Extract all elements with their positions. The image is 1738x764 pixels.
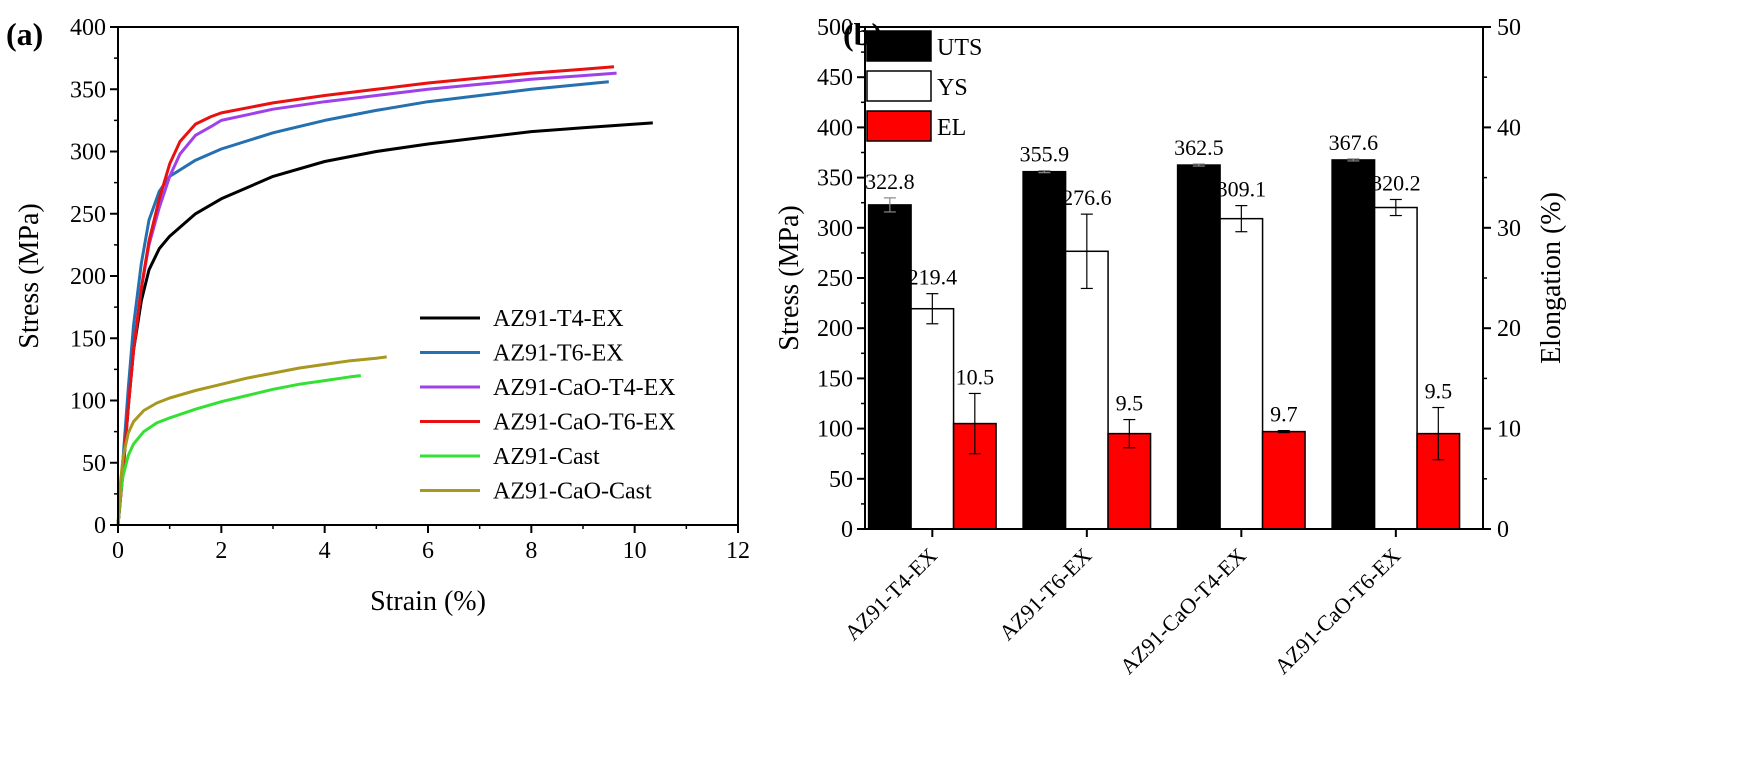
- stress-strain-chart: (a) 0 2 4 6 8 10 12 0 50 100 150 200 250 300 350 400 S…: [6, 15, 750, 617]
- y-axis: 0 50 100 150 200 250 300 350 400: [70, 15, 118, 539]
- x-axis: 0 2 4 6 8 10 12: [112, 525, 750, 564]
- x-tick-label: 2: [215, 538, 227, 564]
- x-tick-label: 12: [726, 538, 750, 564]
- legend-entry: UTS: [937, 35, 982, 61]
- category-label: AZ91-CaO-T6-EX: [1269, 543, 1405, 679]
- bar-uts: [1176, 164, 1221, 530]
- bar-el: [1261, 430, 1306, 530]
- data-label: 219.4: [908, 265, 958, 290]
- y2-tick-label: 10: [1497, 417, 1521, 443]
- y-tick-label: 0: [841, 517, 853, 543]
- data-label: 355.9: [1020, 142, 1070, 167]
- x-axis-label: Strain (%): [370, 586, 486, 617]
- data-label: 320.2: [1371, 170, 1421, 195]
- bar-ys: [1373, 206, 1418, 530]
- legend-swatch: [866, 30, 932, 62]
- category-label: AZ91-CaO-T4-EX: [1115, 543, 1251, 679]
- y2-tick-label: 30: [1497, 216, 1521, 242]
- data-label: 309.1: [1217, 177, 1267, 202]
- y-axis-label: Stress (MPa): [14, 203, 45, 348]
- data-label: 362.5: [1174, 135, 1224, 160]
- y-axis-right: 0 10 20 30 40 50: [1483, 15, 1521, 543]
- category-label: AZ91-T6-EX: [994, 543, 1096, 645]
- data-label: 322.8: [865, 169, 915, 194]
- legend-entry: EL: [937, 115, 966, 141]
- legend-entry: AZ91-T6-EX: [493, 341, 624, 367]
- y-tick-label: 150: [70, 326, 106, 352]
- panel-a-label: (a): [6, 16, 43, 52]
- y-tick-label: 300: [70, 140, 106, 166]
- data-label: 367.6: [1329, 130, 1379, 155]
- y2-tick-label: 20: [1497, 316, 1521, 342]
- category-label: AZ91-T4-EX: [840, 543, 942, 645]
- legend: UTS YS EL: [866, 30, 982, 142]
- legend-entry: AZ91-CaO-Cast: [493, 479, 652, 505]
- legend-swatch: [866, 70, 932, 102]
- bar-ys: [910, 307, 955, 530]
- legend-entry: YS: [937, 75, 968, 101]
- y-tick-label: 350: [70, 77, 106, 103]
- bar-ys: [1219, 217, 1264, 530]
- x-tick-label: 10: [623, 538, 647, 564]
- y-tick-label: 450: [817, 65, 853, 91]
- x-tick-label: 8: [525, 538, 537, 564]
- y-tick-label: 150: [817, 366, 853, 392]
- legend-entry: AZ91-Cast: [493, 444, 600, 470]
- bar-ys: [1064, 250, 1109, 530]
- x-axis: AZ91-T4-EX AZ91-T6-EX AZ91-CaO-T4-EX AZ91-C…: [840, 529, 1405, 679]
- curve-az91-cao-cast: [116, 355, 387, 526]
- curves: [116, 65, 653, 526]
- y-tick-label: 500: [817, 15, 853, 41]
- bar-el: [1107, 432, 1152, 530]
- y-tick-label: 400: [70, 15, 106, 41]
- legend-entry: AZ91-CaO-T6-EX: [493, 410, 676, 436]
- y2-tick-label: 50: [1497, 15, 1521, 41]
- y-tick-label: 400: [817, 115, 853, 141]
- data-label: 10.5: [956, 364, 995, 389]
- y-tick-label: 100: [70, 389, 106, 415]
- legend-entry: AZ91-CaO-T4-EX: [493, 375, 676, 401]
- y-tick-label: 250: [817, 266, 853, 292]
- data-label: 276.6: [1062, 185, 1112, 210]
- data-label: 9.5: [1425, 379, 1453, 404]
- bar-uts: [1022, 170, 1067, 530]
- x-tick-label: 6: [422, 538, 434, 564]
- legend: AZ91-T4-EX AZ91-T6-EX AZ91-CaO-T4-EX AZ91-C…: [420, 306, 676, 505]
- x-tick-label: 0: [112, 538, 124, 564]
- y-tick-label: 250: [70, 202, 106, 228]
- data-label: 9.7: [1270, 402, 1298, 427]
- data-label: 9.5: [1116, 391, 1144, 416]
- y-tick-label: 300: [817, 216, 853, 242]
- y-tick-label: 50: [82, 451, 106, 477]
- bars: 322.8 219.4 10.5 355.9 276.6 9.5 362.5 309.1 9.7…: [865, 130, 1461, 530]
- y2-tick-label: 40: [1497, 115, 1521, 141]
- bar-uts: [1331, 159, 1376, 530]
- y-tick-label: 200: [70, 264, 106, 290]
- mechanical-properties-chart: (b) 322.8219.410.5355.9276.69.5362.5309.…: [774, 15, 1567, 679]
- y-tick-label: 50: [829, 467, 853, 493]
- curve-az91-cao-t6-ex: [116, 65, 615, 526]
- y-tick-label: 0: [94, 513, 106, 539]
- y2-axis-label: Elongation (%): [1536, 192, 1567, 364]
- y-tick-label: 200: [817, 316, 853, 342]
- y-tick-label: 100: [817, 417, 853, 443]
- curve-az91-t6-ex: [116, 80, 609, 526]
- legend-entry: AZ91-T4-EX: [493, 306, 624, 332]
- x-tick-label: 4: [319, 538, 331, 564]
- legend-swatch: [866, 110, 932, 142]
- bar-uts: [867, 204, 912, 530]
- y2-tick-label: 0: [1497, 517, 1509, 543]
- y-axis-label: Stress (MPa): [774, 205, 805, 350]
- curve-az91-cast: [116, 374, 361, 526]
- y-axis-left: 0 50 100 150 200 250 300 350 400 450 500: [817, 15, 865, 543]
- y-tick-label: 350: [817, 166, 853, 192]
